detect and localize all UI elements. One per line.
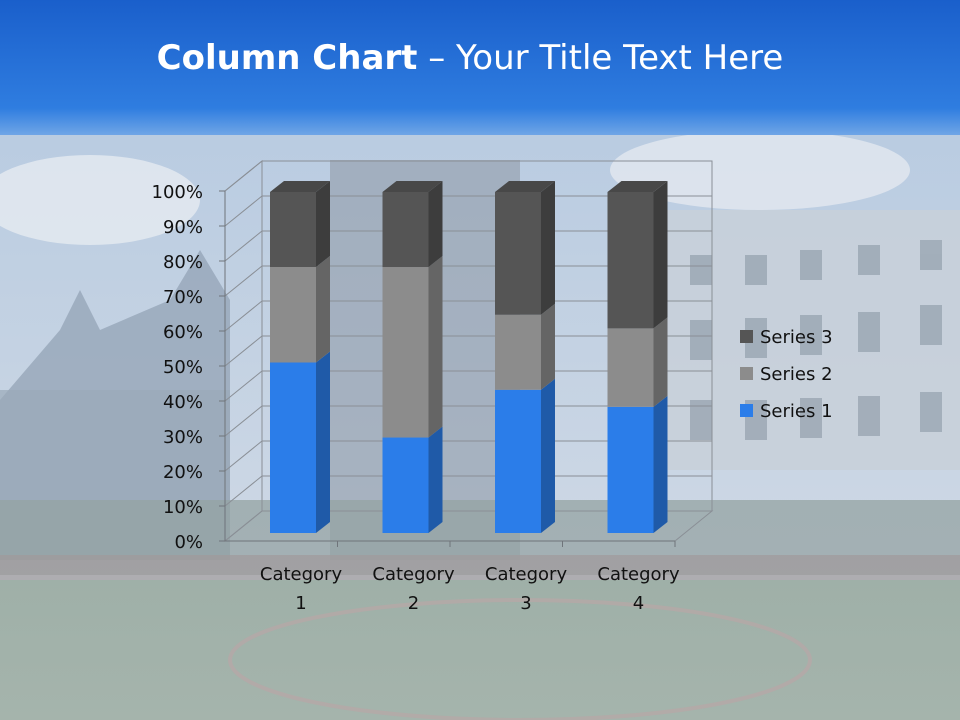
category-label: Category: [372, 564, 455, 585]
bar-front[interactable]: [382, 437, 429, 533]
category-label: 2: [408, 593, 419, 614]
legend-label: Series 3: [760, 327, 833, 348]
gridline: [224, 265, 712, 297]
gridline: [224, 335, 712, 367]
bar-front[interactable]: [270, 192, 316, 268]
title-rest: – Your Title Text Here: [417, 38, 784, 78]
category-label: Category: [597, 564, 680, 585]
y-tick-label: 20%: [163, 462, 203, 483]
gridline: [224, 440, 712, 472]
bar-side: [428, 426, 443, 533]
slide-title: Column Chart – Your Title Text Here: [0, 38, 940, 78]
title-bold: Column Chart: [156, 38, 418, 78]
y-tick-label: 70%: [163, 287, 203, 308]
bar-front[interactable]: [495, 314, 541, 390]
bar-side: [653, 317, 668, 407]
bar-top: [382, 181, 443, 192]
gridline: [224, 300, 712, 332]
y-tick-label: 40%: [163, 392, 203, 413]
bar-front[interactable]: [495, 192, 541, 315]
bar-front[interactable]: [382, 192, 429, 268]
gridline: [224, 160, 712, 192]
gridline: [224, 475, 712, 507]
bar-side: [316, 256, 330, 363]
category-label: 1: [295, 593, 306, 614]
y-tick-label: 100%: [152, 182, 203, 203]
bar-front[interactable]: [495, 389, 541, 533]
legend-label: Series 2: [760, 364, 833, 385]
gridline: [224, 370, 712, 402]
legend-swatch: [740, 367, 753, 380]
y-tick-label: 10%: [163, 497, 203, 518]
bar-side: [316, 181, 330, 268]
bar-top: [607, 181, 668, 192]
gridline: [224, 405, 712, 437]
bar-front[interactable]: [607, 406, 654, 533]
bar-top: [495, 181, 555, 192]
bar-front[interactable]: [270, 267, 316, 363]
legend-swatch: [740, 330, 753, 343]
y-tick-label: 50%: [163, 357, 203, 378]
gridline: [224, 230, 712, 262]
bar-side: [653, 181, 668, 329]
y-tick-label: 30%: [163, 427, 203, 448]
gridline: [224, 195, 712, 227]
category-label: Category: [485, 564, 568, 585]
y-tick-label: 60%: [163, 322, 203, 343]
bar-side: [541, 181, 555, 315]
bar-side: [428, 256, 443, 438]
bar-front[interactable]: [607, 328, 654, 407]
y-tick-label: 80%: [163, 252, 203, 273]
category-label: 3: [520, 593, 531, 614]
bar-side: [316, 351, 330, 533]
bar-side: [541, 303, 555, 390]
legend-label: Series 1: [760, 401, 833, 422]
y-tick-label: 90%: [163, 217, 203, 238]
bar-side: [653, 395, 668, 533]
bar-side: [428, 181, 443, 268]
bar-front[interactable]: [607, 192, 654, 329]
y-tick-label: 0%: [174, 532, 203, 553]
legend-swatch: [740, 404, 753, 417]
bar-front[interactable]: [270, 362, 316, 534]
category-label: Category: [260, 564, 343, 585]
category-label: 4: [633, 593, 644, 614]
bar-top: [270, 181, 330, 192]
bar-front[interactable]: [382, 267, 429, 438]
bar-side: [541, 378, 555, 533]
